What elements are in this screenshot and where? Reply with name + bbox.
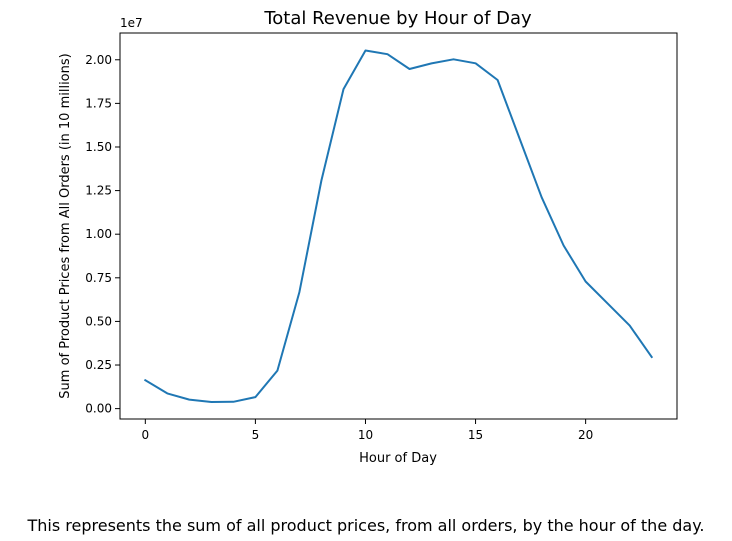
revenue-series-line [143,49,654,403]
y-tick-label: 1.25 [85,184,112,198]
chart-title: Total Revenue by Hour of Day [263,8,532,29]
y-axis-label: Sum of Product Prices from All Orders (i… [58,53,73,398]
y-tick-label: 0.25 [85,358,112,372]
y-axis-ticks: 0.00 0.25 0.50 0.75 1.00 1.25 1.50 1.75 2.00 [85,53,120,416]
y-tick-label: 0.75 [85,271,112,285]
y-tick-label: 0.00 [85,402,112,416]
x-axis-ticks: 0 5 10 15 20 [141,419,593,442]
plot-frame [119,32,678,420]
x-tick-label: 10 [358,428,373,442]
y-tick-label: 1.00 [85,227,112,241]
x-tick-label: 5 [252,428,260,442]
revenue-line-chart: 0 5 10 15 20 0.00 0.25 0.50 0.75 1.00 1.25 1.50 1.7… [58,8,678,466]
plot-background [120,33,677,419]
x-axis-label: Hour of Day [359,451,437,466]
x-tick-label: 15 [468,428,483,442]
y-tick-label: 1.75 [85,96,112,110]
x-tick-label: 0 [141,428,149,442]
y-offset-label: 1e7 [120,16,143,30]
y-tick-label: 1.50 [85,140,112,154]
y-tick-label: 2.00 [85,53,112,67]
chart-caption: This represents the sum of all product p… [27,516,705,535]
y-tick-label: 0.50 [85,314,112,328]
x-tick-label: 20 [578,428,593,442]
